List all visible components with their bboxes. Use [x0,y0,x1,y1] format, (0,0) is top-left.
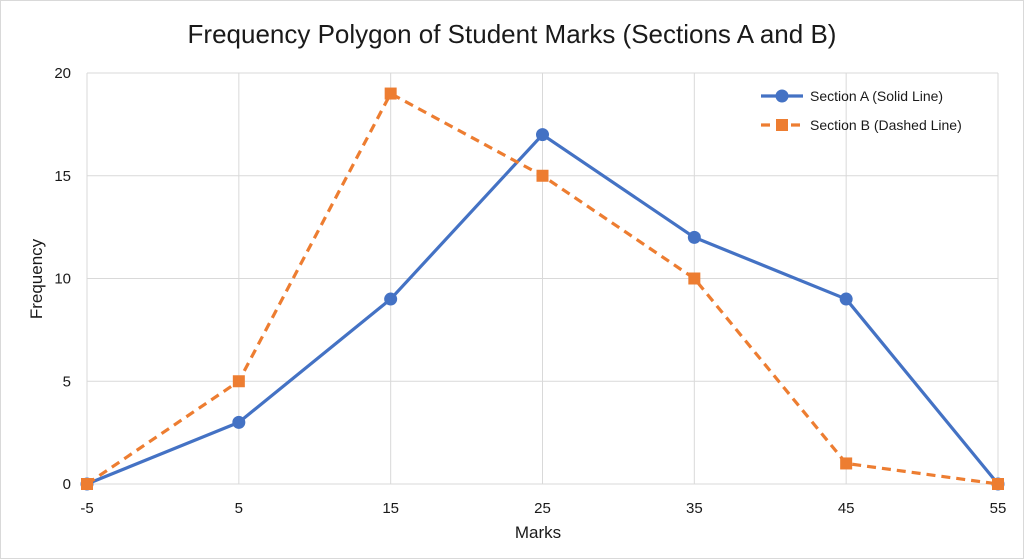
x-tick-label: 45 [838,500,855,517]
data-point-section-b [81,478,93,490]
data-point-section-a [384,292,398,306]
data-point-section-b [536,169,549,182]
x-tick-label: 35 [686,500,703,517]
data-point-section-a [232,415,246,429]
data-point-section-b [992,478,1004,490]
y-axis-label: Frequency [27,238,46,319]
y-tick-label: 20 [54,65,71,82]
x-tick-label: 55 [990,500,1007,517]
data-point-section-b [384,87,397,100]
legend-label-section-a: Section A (Solid Line) [810,88,943,104]
x-tick-label: 15 [382,500,399,517]
x-tick-label: 5 [235,500,243,517]
legend: Section A (Solid Line) Section B (Dashed … [761,88,962,133]
axes: 0 5 10 15 20 -5 5 15 25 35 45 55 [54,65,1006,517]
x-tick-label: 25 [534,500,551,517]
legend-marker-section-b [776,119,788,131]
data-point-section-b [840,457,853,470]
data-point-section-a [839,292,853,306]
legend-label-section-b: Section B (Dashed Line) [810,117,962,133]
data-point-section-b [688,272,701,285]
y-tick-label: 0 [63,476,71,493]
legend-marker-section-a [775,89,789,103]
y-tick-label: 15 [54,168,71,185]
chart-title: Frequency Polygon of Student Marks (Sect… [188,19,837,49]
x-tick-label: -5 [80,500,93,517]
data-point-section-a [687,230,701,244]
series-group [80,87,1005,491]
x-axis-label: Marks [515,523,561,542]
data-point-section-b [232,375,245,388]
y-tick-label: 5 [63,373,71,390]
data-point-section-a [536,128,549,142]
y-tick-label: 10 [54,271,71,288]
